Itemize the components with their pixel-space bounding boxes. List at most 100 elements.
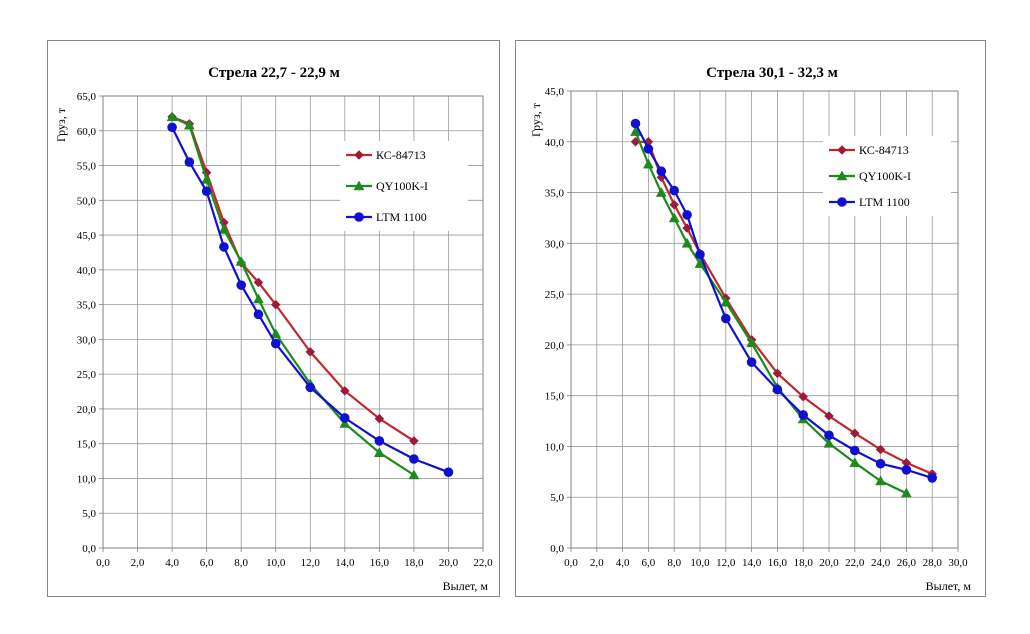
- y-tick-label: 10,0: [545, 441, 565, 453]
- data-point: [201, 186, 212, 197]
- y-axis-label: Груз, т: [54, 107, 68, 142]
- legend-label: QY100K-I: [859, 169, 911, 183]
- y-tick-label: 35,0: [77, 300, 97, 312]
- y-tick-label: 5,0: [82, 508, 96, 520]
- legend-label: КС-84713: [376, 148, 426, 162]
- legend-marker: [837, 197, 847, 207]
- series-1: [166, 111, 420, 480]
- data-point: [270, 299, 281, 310]
- data-point: [339, 418, 351, 428]
- y-tick-label: 25,0: [77, 369, 97, 381]
- x-tick-label: 4,0: [616, 557, 630, 569]
- x-tick-label: 16,0: [768, 557, 788, 569]
- chart-panel-right: Стрела 30,1 - 32,3 м 0,0 2,0 4,0 6,0 8,0 10,0…: [515, 40, 986, 597]
- x-tick-label: 14,0: [742, 557, 762, 569]
- x-tick-label: 10,0: [266, 557, 286, 569]
- data-point: [668, 212, 680, 223]
- x-axis-label: Вылет, м: [443, 579, 489, 593]
- legend-label: LTM 1100: [859, 195, 910, 209]
- data-point: [630, 118, 641, 129]
- data-point: [875, 475, 887, 486]
- x-tick-label: 22,0: [473, 557, 493, 569]
- legend-item: LTM 1100: [346, 210, 427, 224]
- y-tick-label: 10,0: [77, 473, 97, 485]
- legend-marker: [836, 170, 848, 181]
- y-tick-label: 20,0: [77, 404, 97, 416]
- x-tick-label: 20,0: [439, 557, 459, 569]
- data-point: [655, 187, 667, 197]
- series-2: [167, 122, 454, 478]
- legend: КС-84713 QY100K-I LTM 1100: [340, 141, 468, 231]
- legend-label: КС-84713: [859, 143, 909, 157]
- legend-marker: [354, 150, 364, 160]
- data-point: [166, 111, 178, 122]
- data-point: [746, 357, 757, 367]
- data-point: [669, 185, 679, 196]
- y-tick-label: 0,0: [550, 543, 564, 555]
- x-tick-label: 22,0: [845, 557, 865, 569]
- data-point: [253, 309, 264, 320]
- x-tick-label: 18,0: [794, 557, 814, 569]
- chart-panel-left: Стрела 22,7 - 22,9 м 0,0 2,0 4,0 6,0 8,0 10,0…: [47, 40, 500, 597]
- data-point: [849, 428, 860, 439]
- data-point: [681, 237, 693, 248]
- data-point: [305, 382, 316, 393]
- y-tick-label: 30,0: [545, 238, 565, 250]
- data-point: [340, 413, 350, 423]
- data-point: [183, 119, 195, 130]
- data-point: [875, 458, 886, 469]
- data-point: [443, 467, 454, 478]
- x-tick-label: 8,0: [667, 557, 681, 569]
- legend-item: QY100K-I: [346, 179, 428, 193]
- x-tick-label: 14,0: [335, 557, 355, 569]
- data-point: [669, 199, 680, 210]
- x-tick-label: 28,0: [923, 557, 943, 569]
- legend-item: КС-84713: [829, 143, 909, 157]
- legend-label: QY100K-I: [376, 179, 428, 193]
- data-point: [253, 277, 264, 288]
- x-tick-label: 10,0: [690, 557, 710, 569]
- chart-left: Стрела 22,7 - 22,9 м 0,0 2,0 4,0 6,0 8,0 10,0…: [54, 65, 493, 593]
- data-point: [253, 293, 264, 304]
- x-tick-label: 24,0: [871, 557, 891, 569]
- x-tick-label: 30,0: [948, 557, 968, 569]
- y-tick-label: 45,0: [77, 230, 97, 242]
- y-tick-label: 30,0: [77, 334, 97, 346]
- data-point: [236, 280, 246, 290]
- y-tick-label: 65,0: [77, 91, 97, 103]
- data-point: [184, 157, 195, 167]
- x-tick-label: 2,0: [590, 557, 604, 569]
- data-point: [374, 436, 385, 446]
- data-point: [901, 465, 912, 475]
- data-point: [305, 347, 316, 357]
- data-point: [374, 413, 385, 424]
- data-point: [798, 391, 809, 402]
- data-point: [824, 430, 834, 441]
- x-tick-label: 2,0: [131, 557, 145, 569]
- y-tick-label: 5,0: [550, 492, 564, 504]
- data-point: [875, 444, 886, 455]
- y-axis-label: Груз, т: [529, 102, 543, 137]
- x-tick-label: 4,0: [165, 557, 179, 569]
- data-point: [772, 384, 783, 395]
- legend-marker: [354, 212, 364, 222]
- y-tick-label: 15,0: [77, 439, 97, 451]
- y-tick-label: 40,0: [545, 137, 565, 149]
- chart-right: Стрела 30,1 - 32,3 м 0,0 2,0 4,0 6,0 8,0 10,0…: [529, 65, 971, 593]
- data-point: [720, 296, 732, 307]
- x-tick-label: 8,0: [234, 557, 248, 569]
- chart-title: Стрела 30,1 - 32,3 м: [706, 65, 838, 81]
- x-tick-label: 12,0: [716, 557, 736, 569]
- series-2: [630, 118, 937, 483]
- legend: КС-84713 QY100K-I LTM 1100: [823, 136, 951, 216]
- data-point: [642, 158, 654, 169]
- y-tick-label: 0,0: [82, 543, 96, 555]
- data-point: [235, 255, 247, 266]
- series-line: [634, 131, 907, 495]
- x-tick-label: 0,0: [96, 557, 110, 569]
- data-point: [900, 487, 912, 498]
- data-point: [409, 436, 419, 446]
- x-tick-label: 16,0: [370, 557, 390, 569]
- x-tick-label: 6,0: [642, 557, 656, 569]
- data-point: [850, 445, 860, 456]
